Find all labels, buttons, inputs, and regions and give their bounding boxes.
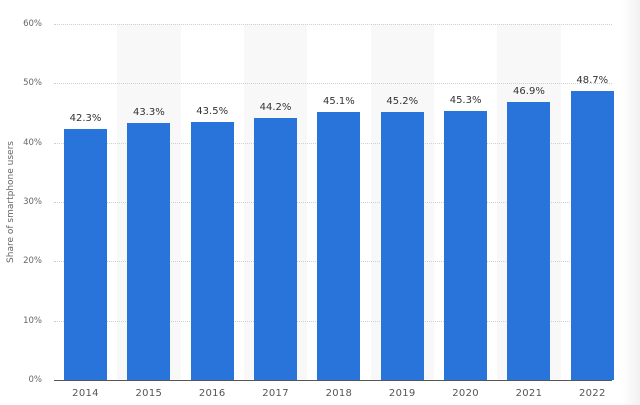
x-tick-label: 2019 [388,388,416,399]
x-tick-label: 2014 [72,388,99,399]
bar-2015[interactable] [127,123,171,380]
x-tick-label: 2021 [515,388,543,399]
value-label: 43.3% [132,107,165,119]
value-label: 44.2% [259,101,292,113]
bar-2021[interactable] [507,101,551,380]
value-label: 46.9% [513,85,545,97]
y-tick-label: 60% [23,19,42,29]
bar-2019[interactable] [380,111,424,380]
value-label: 45.2% [386,95,419,107]
value-label: 45.1% [323,96,355,108]
x-tick-label: 2015 [135,388,163,399]
x-tick-label: 2020 [452,388,479,399]
x-tick-label: 2017 [262,388,289,399]
right-edge-shadow [622,0,640,405]
y-tick-label: 40% [23,137,42,148]
x-axis-line [54,380,612,381]
y-tick-label: 20% [23,256,42,267]
value-label: 48.7% [576,75,609,87]
value-label: 43.5% [196,105,229,117]
x-tick-label: 2016 [198,388,226,399]
y-tick-label: 10% [23,315,42,326]
gridline [54,24,612,25]
y-tick-label: 0% [28,375,43,385]
bar-2014[interactable] [64,129,107,380]
bar-2020[interactable] [444,111,488,380]
bar-2018[interactable] [317,112,361,380]
y-tick-label: 50% [23,78,42,89]
x-tick-label: 2018 [325,388,353,399]
bar-2016[interactable] [190,121,234,380]
gridline [54,83,612,85]
bar-2017[interactable] [254,117,298,380]
y-axis-title: Share of smartphone users [6,141,16,263]
y-tick-label: 30% [23,197,42,207]
x-tick-label: 2022 [578,388,606,399]
value-label: 42.3% [69,113,102,125]
bar-2022[interactable] [570,91,614,380]
value-label: 45.3% [449,95,482,107]
